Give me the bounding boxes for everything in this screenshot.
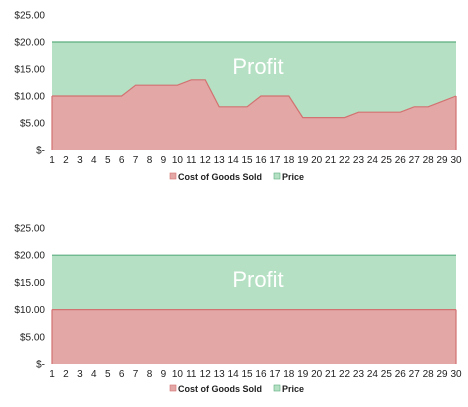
y-tick-label: $5.00 [20,119,45,130]
x-tick-label: 26 [395,369,407,380]
x-tick-label: 6 [119,369,125,380]
x-tick-label: 23 [353,369,365,380]
x-tick-label: 10 [172,369,184,380]
cogs-line [52,79,457,119]
x-tick-label: 14 [228,369,240,380]
legend-swatch-cogs [169,172,177,180]
x-tick-label: 20 [311,369,323,380]
x-tick-label: 23 [353,155,365,166]
x-tick-label: 10 [172,155,184,166]
x-tick-label: 1 [49,369,55,380]
x-tick-label: 15 [241,155,253,166]
legend-label-cogs: Cost of Goods Sold [178,172,262,182]
y-tick-label: $20.00 [14,38,45,49]
x-tick-label: 22 [339,369,351,380]
y-tick-label: $20.00 [14,251,45,262]
x-tick-label: 30 [450,369,462,380]
legend-swatch-price [273,172,281,180]
x-tick-label: 7 [133,155,139,166]
y-tick-label: $15.00 [14,278,45,289]
x-tick-label: 4 [91,155,97,166]
x-tick-label: 17 [269,369,281,380]
x-tick-label: 18 [283,369,295,380]
x-tick-label: 21 [325,155,337,166]
x-tick-label: 15 [241,369,253,380]
x-tick-label: 24 [367,155,379,166]
x-tick-label: 18 [283,155,295,166]
x-tick-label: 13 [214,155,226,166]
x-tick-label: 2 [63,369,69,380]
x-tick-label: 5 [105,369,111,380]
x-tick-label: 16 [255,155,267,166]
x-tick-label: 13 [214,369,226,380]
x-tick-label: 1 [49,155,55,166]
y-tick-label: $25.00 [14,11,45,22]
cogs-area [52,309,456,364]
y-tick-label: $15.00 [14,65,45,76]
y-tick-label: $25.00 [14,224,45,235]
x-tick-label: 20 [311,155,323,166]
legend-label-price: Price [282,172,304,182]
y-tick-label: $10.00 [14,305,45,316]
y-tick-label: $5.00 [20,332,45,343]
x-tick-label: 17 [269,155,281,166]
x-tick-label: 8 [147,155,153,166]
x-tick-label: 26 [395,155,407,166]
x-tick-label: 12 [200,369,212,380]
x-tick-label: 4 [91,369,97,380]
x-tick-label: 16 [255,369,267,380]
cogs-area [52,79,456,150]
profit-annotation: Profit [232,267,283,292]
legend-swatch-price [273,384,281,392]
x-tick-label: 3 [77,369,83,380]
x-tick-label: 30 [450,155,462,166]
x-tick-label: 9 [161,369,167,380]
x-tick-label: 7 [133,369,139,380]
x-tick-label: 29 [437,155,449,166]
x-tick-label: 22 [339,155,351,166]
x-tick-label: 28 [423,155,435,166]
x-tick-label: 12 [200,155,212,166]
chart-2: $-$5.00$10.00$15.00$20.00$25.001 2 3 4 5 6 7 8 9… [14,224,462,395]
legend: Cost of Goods Sold Price [169,384,304,394]
x-tick-label: 24 [367,369,379,380]
profit-annotation: Profit [232,54,283,79]
y-tick-label: $- [36,360,45,371]
x-tick-label: 2 [63,155,69,166]
x-tick-label: 3 [77,155,83,166]
x-tick-label: 19 [297,155,309,166]
x-tick-label: 11 [186,155,197,166]
x-tick-label: 9 [161,155,167,166]
legend-swatch-cogs [169,384,177,392]
legend: Cost of Goods Sold Price [169,172,304,182]
legend-label-price: Price [282,384,304,394]
x-tick-label: 28 [423,369,435,380]
legend-label-cogs: Cost of Goods Sold [178,384,262,394]
x-tick-label: 5 [105,155,111,166]
x-tick-label: 25 [381,155,393,166]
chart-1: $-$5.00$10.00$15.00$20.00$25.001 2 3 4 5 6 7 8 9… [14,11,462,183]
x-tick-label: 19 [297,369,309,380]
x-tick-label: 6 [119,155,125,166]
x-tick-label: 25 [381,369,393,380]
x-tick-label: 11 [186,369,197,380]
x-tick-label: 27 [409,155,421,166]
x-tick-label: 27 [409,369,421,380]
x-tick-label: 29 [437,369,449,380]
y-tick-label: $- [36,146,45,157]
x-tick-label: 14 [228,155,240,166]
y-tick-label: $10.00 [14,92,45,103]
x-tick-label: 21 [325,369,337,380]
x-tick-label: 8 [147,369,153,380]
